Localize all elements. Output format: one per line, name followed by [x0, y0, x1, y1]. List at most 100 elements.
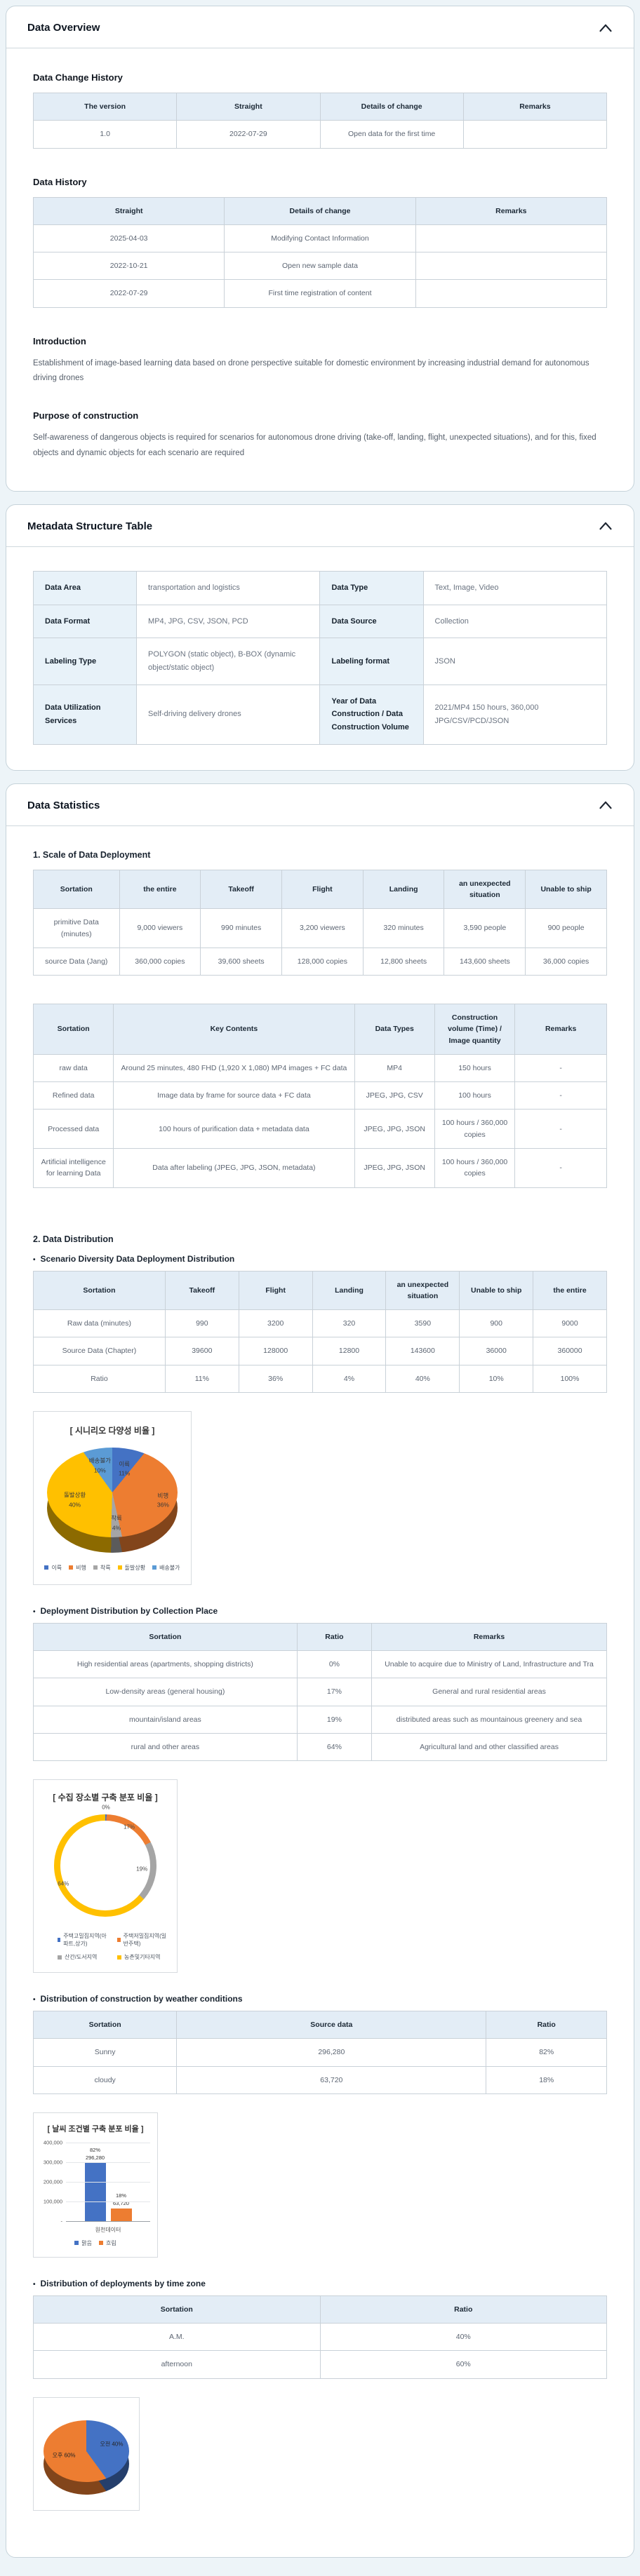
table-cell: 128000 [238, 1337, 313, 1365]
table-cell: 150 hours [434, 1053, 516, 1083]
introduction-text: Establishment of image-based learning da… [33, 358, 589, 383]
table-cell: 100 hours / 360,000 copies [434, 1109, 516, 1149]
metadata-structure-header[interactable]: Metadata Structure Table [6, 505, 634, 547]
kv-row: Data Area transportation and logistics Dat… [32, 570, 608, 605]
pie-3d: 이륙 11% 비행 36% 착륙 4% 돌발상황 40% 배송불가 10% [47, 1447, 178, 1553]
table-cell: JPEG, JPG, CSV [354, 1081, 435, 1110]
column-header: Source data [176, 2011, 487, 2039]
table-cell: MP4 [354, 1053, 435, 1083]
table-cell: High residential areas (apartments, shop… [33, 1650, 298, 1679]
table-cell: Source Data (Chapter) [33, 1337, 166, 1365]
table-cell: 39600 [164, 1337, 239, 1365]
y-tick-label: 300,000 [43, 2159, 62, 2166]
table-cell: 143,600 sheets [444, 947, 526, 976]
bar-plot: 82% 296,280 18% 63,720 [66, 2142, 150, 2222]
table-cell: 128,000 copies [281, 947, 364, 976]
table: Sortation the entire Takeoff Flight Landing a… [33, 869, 607, 976]
donut: 0% 17% 19% 64% [54, 1805, 156, 1917]
table-cell: Ratio [33, 1364, 166, 1393]
legend-swatch [152, 1565, 157, 1570]
bullet-scenario-diversity: Scenario Diversity Data Deployment Distr… [33, 1254, 607, 1264]
slice-label: 오후 60% [52, 2452, 76, 2459]
bar [84, 2163, 106, 2221]
chevron-up-icon[interactable] [599, 23, 613, 33]
table-cell: 63,720 [176, 2065, 487, 2094]
table-cell: 100 hours of purification data + metadat… [113, 1109, 355, 1149]
kv-value: MP4, JPG, CSV, JSON, PCD [136, 604, 321, 639]
donut-hole [60, 1821, 150, 1911]
heading-data-distribution: 2. Data Distribution [33, 1234, 114, 1244]
table: Sortation Key Contents Data Types Construct… [32, 1004, 607, 1188]
table-cell: 2022-10-21 [32, 252, 225, 281]
chevron-up-icon[interactable] [599, 800, 613, 810]
gridline [66, 2220, 150, 2222]
legend-item: 산간/도서지역 [58, 1953, 110, 1961]
table-cell: JPEG, JPG, JSON [354, 1109, 435, 1149]
column-header: Landing [312, 1270, 387, 1311]
data-statistics-body: 1. Scale of Data Deployment Sortation the… [6, 826, 634, 2557]
table-row: Artificial intelligence for learning Dat… [32, 1147, 607, 1188]
pie-face [47, 1447, 178, 1537]
legend-swatch [69, 1565, 74, 1570]
legend-item: 배송불가 [152, 1564, 180, 1572]
bullet-collection-place: Deployment Distribution by Collection Pl… [33, 1606, 607, 1616]
bar [110, 2209, 132, 2221]
card-data-overview: Data Overview Data Change History The ve… [6, 6, 634, 492]
table-cell: 60% [319, 2350, 607, 2379]
table-cell: 2022-07-29 [176, 120, 321, 149]
section-title-statistics: Data Statistics [27, 799, 100, 811]
table-cell: General and rural residential areas [371, 1678, 607, 1706]
chart-title-collection: [ 수집 장소별 구축 분포 비율 ] [53, 1793, 158, 1803]
table-row: cloudy 63,720 18% [32, 2065, 607, 2094]
table-cell: Raw data (minutes) [33, 1309, 166, 1338]
slice-label: 오전 40% [100, 2441, 124, 2448]
data-history-table: Straight Details of change Remarks 2025-04-… [32, 196, 608, 308]
table-row: A.M. 40% [33, 2323, 607, 2352]
pie-3d: 오전 40% 오후 60% [44, 2420, 129, 2495]
data-overview-body: Data Change History The version Straight D… [6, 48, 634, 491]
table-cell [415, 279, 608, 308]
table-row: High residential areas (apartments, shop… [33, 1650, 607, 1679]
table-cell: 990 minutes [200, 908, 283, 948]
pie-slice-labels: 이륙 11% 비행 36% 착륙 4% 돌발상황 40% 배송불가 10% [47, 1448, 178, 1537]
table-cell: 0% [296, 1650, 373, 1679]
table-cell: 11% [164, 1364, 239, 1393]
section-title-data-overview: Data Overview [27, 22, 100, 34]
gridline [66, 2162, 150, 2163]
y-tick-label: 100,000 [43, 2198, 62, 2205]
data-overview-header[interactable]: Data Overview [6, 6, 634, 48]
table-cell: rural and other areas [33, 1732, 298, 1762]
table-cell: 10% [459, 1364, 534, 1393]
column-header: an unexpected situation [385, 1270, 460, 1311]
column-header: Ratio [486, 2011, 607, 2039]
table-row: Raw data (minutes) 990 3200 320 3590 900 9000 [33, 1309, 607, 1338]
chevron-up-icon[interactable] [599, 521, 613, 531]
table-cell: 296,280 [176, 2038, 487, 2067]
table-cell: 100 hours / 360,000 copies [434, 1147, 516, 1188]
collection-table: Sortation Ratio Remarks High residential ar… [33, 1622, 607, 1762]
column-header: Remarks [462, 92, 608, 121]
data-statistics-header[interactable]: Data Statistics [6, 784, 634, 826]
table-cell: 3590 [385, 1309, 460, 1338]
table-cell: Around 25 minutes, 480 FHD (1,920 X 1,08… [113, 1053, 355, 1083]
table-cell: 82% [486, 2038, 607, 2067]
table-cell [415, 224, 608, 253]
timezone-table: Sortation Ratio A.M. 40% afternoon 60% [33, 2295, 607, 2379]
table-cell: 360,000 copies [119, 947, 201, 976]
slice-label: 착륙 4% [111, 1514, 122, 1532]
legend-swatch [117, 1565, 122, 1570]
table-cell: mountain/island areas [33, 1705, 298, 1734]
slice-label: 배송불가 10% [88, 1457, 111, 1474]
table-row: Refined data Image data by frame for sour… [32, 1081, 607, 1110]
kv-value: 2021/MP4 150 hours, 360,000 JPG/CSV/PCD/… [422, 684, 608, 745]
heading-data-history: Data History [33, 176, 87, 187]
kv-table: Data Area transportation and logistics Dat… [32, 570, 608, 745]
slice-label: 이륙 11% [118, 1460, 131, 1477]
timezone-pie-chart: 오전 40% 오후 60% [33, 2396, 140, 2511]
column-header: Flight [281, 869, 364, 910]
table-cell: Agricultural land and other classified a… [371, 1732, 607, 1762]
column-header: Straight [176, 92, 321, 121]
slice-label: 19% [136, 1866, 148, 1873]
table-cell: Artificial intelligence for learning Dat… [32, 1147, 114, 1188]
